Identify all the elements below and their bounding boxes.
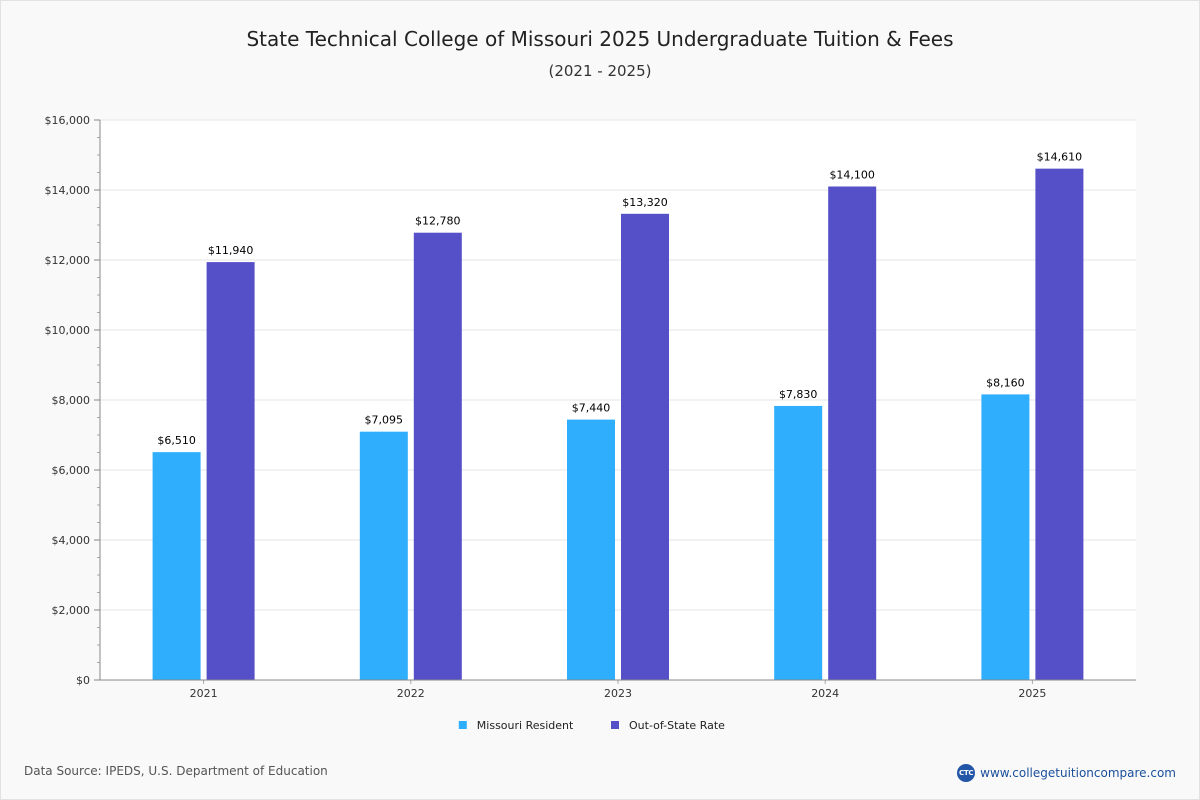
bar[interactable]	[1035, 168, 1084, 680]
data-source-note: Data Source: IPEDS, U.S. Department of E…	[24, 764, 328, 778]
x-tick-label: 2025	[1018, 687, 1046, 700]
x-tick-label: 2023	[604, 687, 632, 700]
legend-item-label[interactable]: Out-of-State Rate	[629, 719, 725, 732]
y-tick-label: $10,000	[45, 324, 91, 337]
data-label: $13,320	[622, 196, 668, 209]
chart-subtitle: (2021 - 2025)	[548, 62, 651, 80]
axes: $0 $2,000 $4,000 $6,000 $8,000 $10,000 $12,000…	[45, 114, 1136, 700]
x-tick-label: 2021	[190, 687, 218, 700]
y-tick-label: $4,000	[52, 534, 91, 547]
data-label: $6,510	[157, 434, 196, 447]
site-brand-link[interactable]: CTC www.collegetuitioncompare.com	[957, 764, 1176, 782]
y-tick-label: $6,000	[52, 464, 91, 477]
legend[interactable]: Missouri Resident Out-of-State Rate	[458, 719, 725, 732]
bar[interactable]	[774, 405, 823, 680]
chart-title: State Technical College of Missouri 2025…	[246, 27, 953, 51]
data-label: $7,830	[779, 388, 818, 401]
data-label: $7,440	[572, 402, 611, 415]
bar[interactable]	[359, 431, 408, 680]
y-tick-label: $16,000	[45, 114, 91, 127]
x-tick-label: 2024	[811, 687, 839, 700]
legend-swatch[interactable]	[458, 721, 467, 729]
bar[interactable]	[567, 419, 615, 680]
x-tick-label: 2022	[397, 687, 425, 700]
bar[interactable]	[152, 452, 201, 680]
y-tick-label: $12,000	[45, 254, 91, 267]
y-tick-label: $0	[76, 674, 90, 687]
site-url: www.collegetuitioncompare.com	[980, 766, 1176, 780]
legend-item-label[interactable]: Missouri Resident	[477, 719, 574, 732]
ctc-logo-icon: CTC	[957, 764, 976, 782]
y-tick-label: $2,000	[52, 604, 91, 617]
data-labels: $6,510 $11,940 $7,095 $12,780 $7,440 $13,320 $…	[157, 151, 1082, 448]
bar[interactable]	[206, 262, 255, 680]
data-label: $14,100	[829, 169, 875, 182]
bars	[152, 168, 1084, 681]
bar[interactable]	[621, 213, 669, 681]
y-tick-label: $8,000	[52, 394, 91, 407]
data-label: $8,160	[986, 376, 1025, 389]
y-tick-label: $14,000	[45, 184, 91, 197]
gridlines	[100, 119, 1136, 611]
legend-swatch[interactable]	[611, 721, 619, 729]
bar[interactable]	[828, 186, 877, 681]
data-label: $7,095	[365, 414, 404, 427]
data-label: $14,610	[1037, 151, 1083, 164]
data-label: $12,780	[415, 215, 461, 228]
bar[interactable]	[413, 232, 462, 680]
data-label: $11,940	[208, 244, 254, 257]
bar[interactable]	[981, 394, 1030, 680]
